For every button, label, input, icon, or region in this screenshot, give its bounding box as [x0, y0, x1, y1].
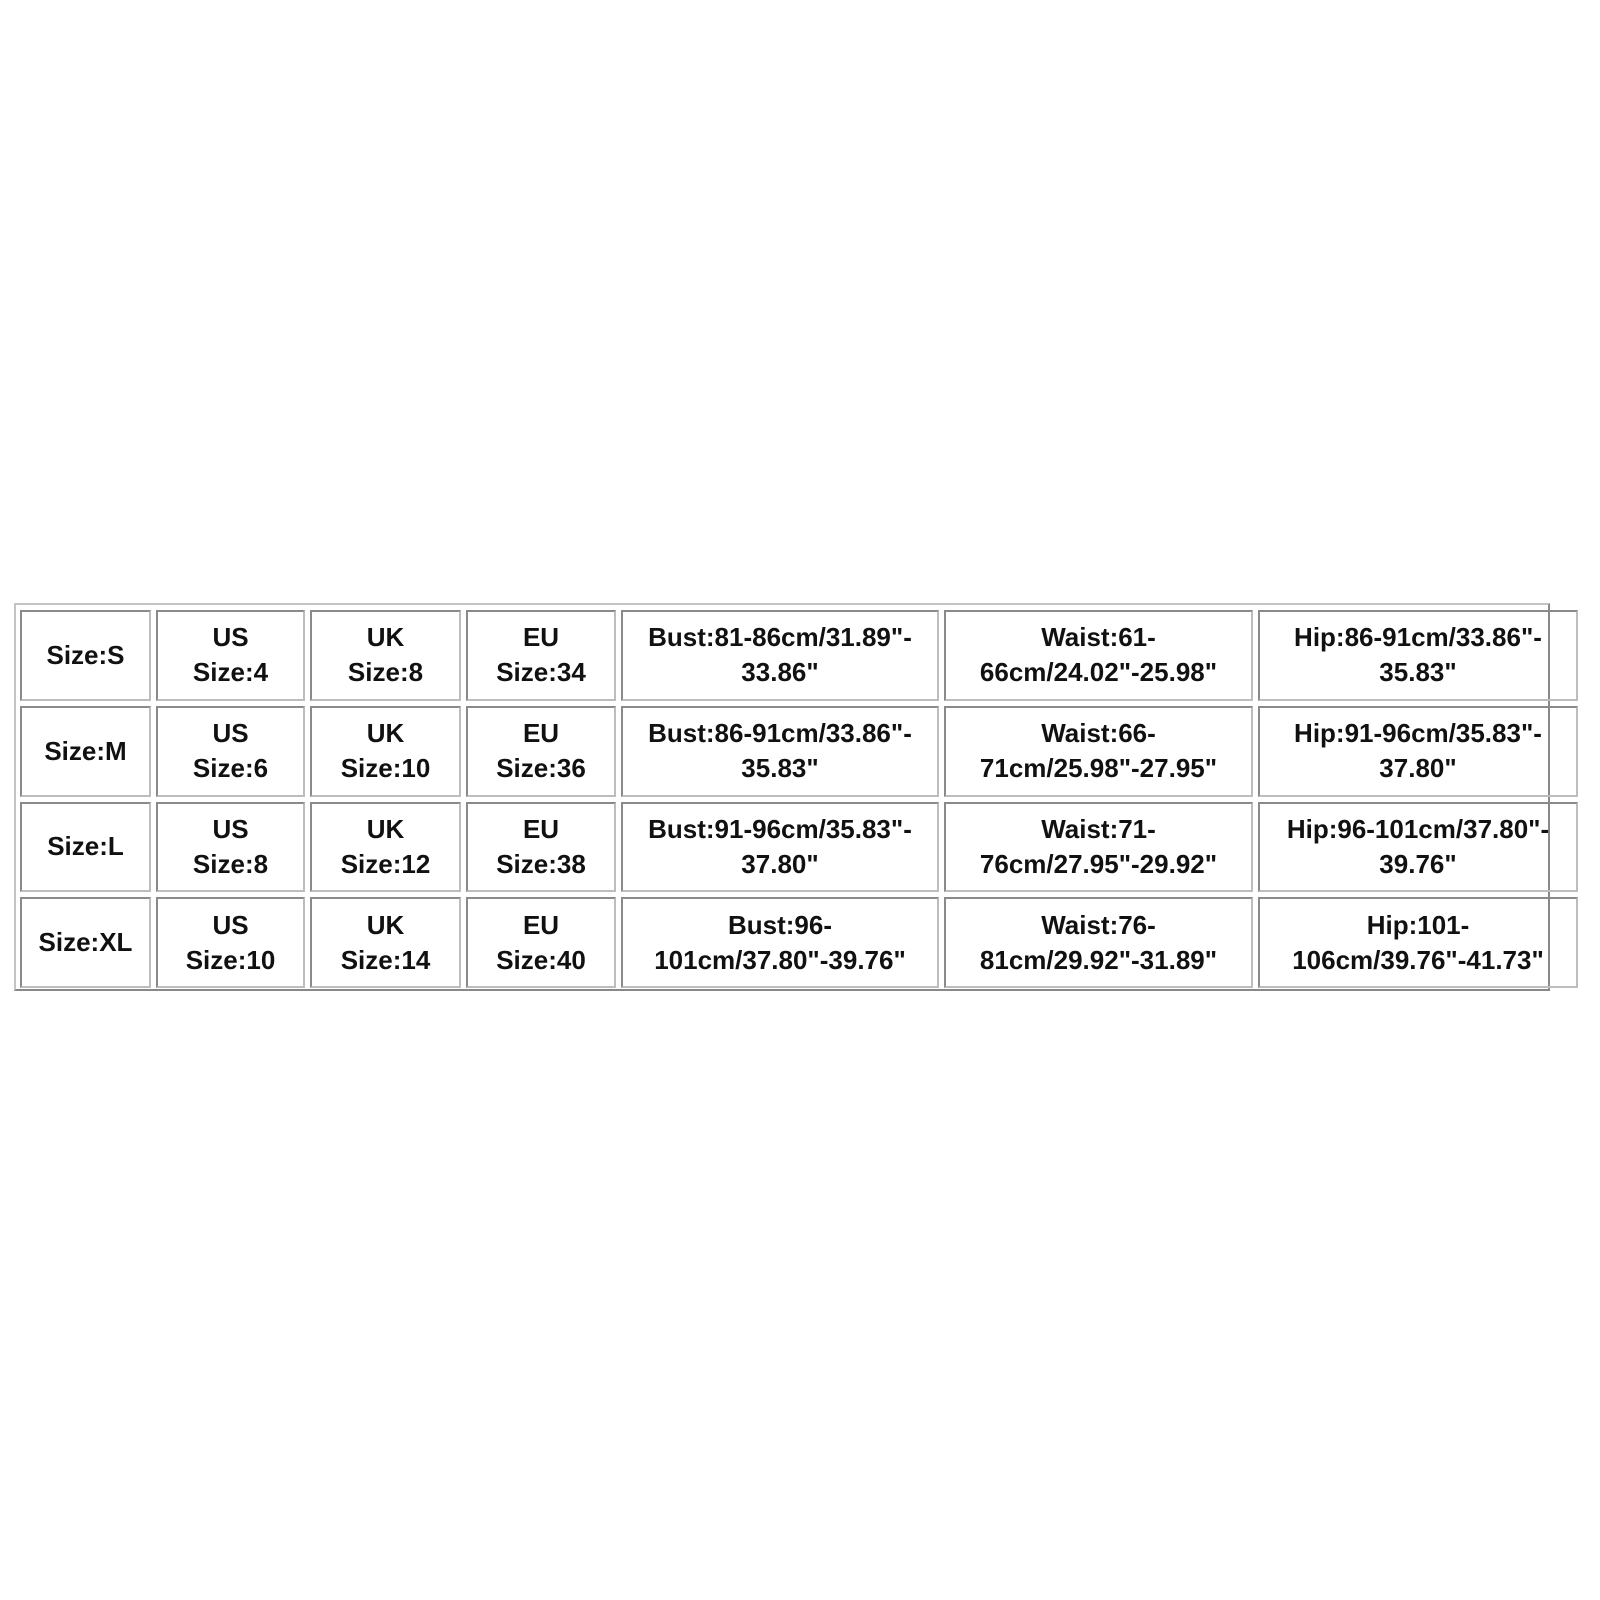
- hip-line: Hip:101-: [1366, 909, 1470, 940]
- waist-line: 76cm/27.95"-29.92": [979, 848, 1218, 879]
- eu-line: Size:34: [496, 657, 586, 688]
- us-line: US: [212, 813, 249, 844]
- us-line: US: [212, 622, 249, 653]
- bust-line: Bust:96-: [727, 909, 832, 940]
- table-row: Size:M US Size:6 UK Size:10 EU Size:36 Bust:86-…: [20, 705, 1578, 797]
- size-cell: Size:M: [20, 705, 151, 797]
- eu-cell: EU Size:38: [466, 801, 616, 893]
- uk-line: Size:14: [340, 944, 431, 975]
- eu-cell: EU Size:40: [466, 897, 616, 988]
- eu-line: EU: [522, 813, 560, 844]
- size-chart-body: Size:S US Size:4 UK Size:8 EU Size:34 Bust:81-8…: [20, 610, 1578, 988]
- bust-cell: Bust:86-91cm/33.86"- 35.83": [621, 705, 939, 797]
- waist-cell: Waist:66- 71cm/25.98"-27.95": [944, 705, 1253, 797]
- bust-cell: Bust:81-86cm/31.89"- 33.86": [621, 610, 939, 701]
- waist-line: 66cm/24.02"-25.98": [979, 657, 1218, 688]
- waist-line: Waist:66-: [1041, 718, 1156, 749]
- uk-line: UK: [366, 909, 405, 940]
- eu-cell: EU Size:36: [466, 705, 616, 797]
- hip-cell: Hip:86-91cm/33.86"- 35.83": [1258, 610, 1578, 701]
- eu-line: Size:36: [496, 753, 586, 784]
- uk-line: Size:8: [347, 657, 424, 688]
- uk-line: UK: [366, 718, 405, 749]
- hip-line: 106cm/39.76"-41.73": [1292, 944, 1544, 975]
- uk-line: UK: [366, 813, 405, 844]
- bust-line: 33.86": [741, 657, 819, 688]
- bust-line: 101cm/37.80"-39.76": [654, 944, 906, 975]
- size-chart-table: Size:S US Size:4 UK Size:8 EU Size:34 Bust:81-8…: [14, 603, 1578, 991]
- us-line: Size:6: [192, 753, 269, 784]
- bust-line: Bust:81-86cm/31.89"-: [648, 622, 912, 653]
- size-cell: Size:L: [20, 801, 151, 893]
- uk-line: Size:12: [340, 848, 431, 879]
- us-line: US: [212, 718, 249, 749]
- us-line: Size:4: [192, 657, 269, 688]
- waist-line: Waist:71-: [1041, 813, 1156, 844]
- uk-cell: UK Size:10: [310, 705, 461, 797]
- uk-cell: UK Size:8: [310, 610, 461, 701]
- waist-line: Waist:76-: [1041, 909, 1156, 940]
- waist-line: 71cm/25.98"-27.95": [979, 753, 1218, 784]
- bust-line: 37.80": [741, 848, 819, 879]
- eu-line: Size:40: [496, 944, 586, 975]
- hip-cell: Hip:96-101cm/37.80"- 39.76": [1258, 801, 1578, 893]
- uk-cell: UK Size:12: [310, 801, 461, 893]
- waist-line: Waist:61-: [1041, 622, 1156, 653]
- uk-line: Size:10: [340, 753, 431, 784]
- hip-line: Hip:96-101cm/37.80"-: [1286, 813, 1550, 844]
- size-cell: Size:XL: [20, 897, 151, 988]
- waist-cell: Waist:61- 66cm/24.02"-25.98": [944, 610, 1253, 701]
- bust-cell: Bust:91-96cm/35.83"- 37.80": [621, 801, 939, 893]
- table-row: Size:L US Size:8 UK Size:12 EU Size:38 Bust:91-…: [20, 801, 1578, 893]
- eu-line: EU: [522, 622, 560, 653]
- us-line: US: [212, 909, 249, 940]
- hip-line: 39.76": [1379, 848, 1457, 879]
- us-line: Size:10: [185, 944, 276, 975]
- hip-line: 37.80": [1379, 753, 1457, 784]
- hip-cell: Hip:101- 106cm/39.76"-41.73": [1258, 897, 1578, 988]
- bust-line: Bust:86-91cm/33.86"-: [648, 718, 912, 749]
- eu-line: EU: [522, 718, 560, 749]
- hip-line: 35.83": [1379, 657, 1457, 688]
- waist-cell: Waist:76- 81cm/29.92"-31.89": [944, 897, 1253, 988]
- waist-line: 81cm/29.92"-31.89": [979, 944, 1218, 975]
- us-line: Size:8: [192, 848, 269, 879]
- waist-cell: Waist:71- 76cm/27.95"-29.92": [944, 801, 1253, 893]
- table-row: Size:S US Size:4 UK Size:8 EU Size:34 Bust:81-8…: [20, 610, 1578, 701]
- uk-cell: UK Size:14: [310, 897, 461, 988]
- hip-line: Hip:86-91cm/33.86"-: [1294, 622, 1542, 653]
- eu-cell: EU Size:34: [466, 610, 616, 701]
- us-cell: US Size:4: [156, 610, 305, 701]
- size-cell: Size:S: [20, 610, 151, 701]
- bust-cell: Bust:96- 101cm/37.80"-39.76": [621, 897, 939, 988]
- bust-line: Bust:91-96cm/35.83"-: [648, 813, 912, 844]
- us-cell: US Size:6: [156, 705, 305, 797]
- bust-line: 35.83": [741, 753, 819, 784]
- us-cell: US Size:10: [156, 897, 305, 988]
- uk-line: UK: [366, 622, 405, 653]
- us-cell: US Size:8: [156, 801, 305, 893]
- eu-line: EU: [522, 909, 560, 940]
- hip-cell: Hip:91-96cm/35.83"- 37.80": [1258, 705, 1578, 797]
- table-row: Size:XL US Size:10 UK Size:14 EU Size:40 Bust:9…: [20, 897, 1578, 988]
- eu-line: Size:38: [496, 848, 586, 879]
- hip-line: Hip:91-96cm/35.83"-: [1294, 718, 1542, 749]
